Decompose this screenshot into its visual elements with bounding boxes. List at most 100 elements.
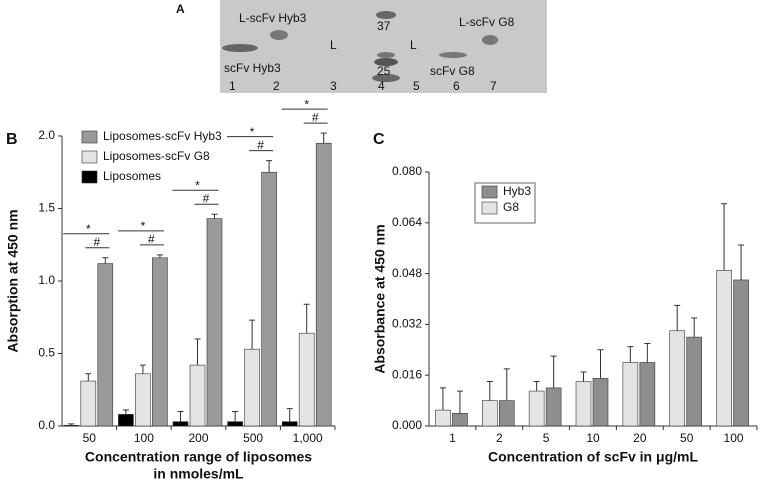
error-bar [627,346,634,363]
x-tick-label: 10 [586,431,600,445]
lane-number: 1 [229,79,236,93]
significance-mark: # [148,232,155,246]
bar [172,421,189,427]
error-bar [122,409,129,415]
y-tick-label: 0.064 [392,215,422,229]
legend-label: Hyb3 [503,184,531,198]
y-tick-label: 0.5 [38,346,55,360]
x-axis-label: in nmoles/mL [153,466,244,482]
legend-swatch [481,201,498,215]
bar [481,400,498,427]
bar [669,330,686,427]
panel-label: B [6,131,18,148]
error-bar [177,411,184,422]
error-bar [320,132,327,144]
gel-band [372,74,400,82]
x-tick-label: 1 [449,431,456,445]
panel-label: C [373,131,385,148]
bar [63,424,80,427]
x-tick-label: 100 [134,431,154,445]
legend-swatch [81,170,98,184]
error-bar [266,160,273,173]
gel-panel: A L-scFv Hyb3 L 37 L L-scFv G8 scFv Hyb3… [176,0,547,93]
x-tick-label: 50 [83,431,97,445]
error-bar [738,244,745,280]
bar [592,378,609,427]
bar [118,414,134,427]
y-tick-label: 0.048 [392,266,422,280]
gel-band [270,30,288,40]
x-tick-label: 2 [496,431,503,445]
x-tick-label: 200 [188,431,208,445]
y-tick-label: 0.032 [392,317,422,331]
x-tick-label: 500 [243,431,263,445]
significance-mark: # [93,235,100,249]
error-bar [303,303,310,334]
error-bar [439,387,446,411]
y-axis-label: Absorbance at 450 nm [372,224,388,373]
significance-mark: * [86,222,91,236]
significance-mark: * [304,97,309,111]
gel-label: L [330,38,337,52]
y-tick-label: 1.0 [38,273,55,287]
error-bar [68,423,75,426]
bar [716,270,732,427]
bar [545,387,562,427]
bar [80,380,97,427]
gel-band [482,35,498,45]
significance-mark: # [312,110,319,124]
lane-number: 3 [330,79,337,93]
y-tick-label: 0.016 [392,367,422,381]
lane-number: 5 [413,79,420,93]
x-tick-label: 5 [543,431,550,445]
gel-label: L-scFv Hyb3 [239,11,307,25]
bar [315,142,332,427]
error-bar [456,390,463,414]
bar [206,218,223,427]
error-bar [597,349,604,379]
bar [97,263,114,427]
gel-band [439,52,467,58]
y-tick-label: 1.5 [38,201,55,215]
error-bar [486,381,493,401]
bar [189,364,206,427]
lane-number: 2 [273,79,280,93]
bar [298,332,315,427]
bar [575,381,592,427]
legend-swatch [81,150,98,164]
gel-label: L-scFv G8 [459,15,515,29]
bar [686,336,703,427]
error-bar [139,364,146,374]
significance-mark: * [195,178,200,192]
gel-label: scFv G8 [430,64,475,78]
bar [452,412,468,427]
error-bar [674,304,681,331]
x-axis-label: Concentration range of liposomes [85,449,312,465]
y-axis-label: Absorption at 450 nm [5,209,21,352]
y-tick-label: 2.0 [38,128,55,142]
x-tick-label: 50 [680,431,694,445]
bar [528,390,545,427]
error-bar [691,317,698,338]
bar [622,362,639,427]
gel-label: L [410,38,417,52]
x-axis-label: Concentration of scFv in μg/mL [488,449,698,465]
y-tick-label: 0.080 [392,164,422,178]
legend-swatch [81,130,98,144]
error-bar [580,371,587,382]
legend-label: Liposomes-scFv Hyb3 [103,129,222,143]
bar [498,400,515,427]
error-bar [102,257,109,264]
legend-label: Liposomes-scFv G8 [103,149,210,163]
bar [281,421,298,427]
lane-number: 7 [490,79,497,93]
significance-mark: * [141,219,146,233]
panel-label: A [176,2,185,16]
significance-mark: # [203,191,210,205]
error-bar [194,338,201,366]
significance-mark: # [257,138,264,152]
x-tick-label: 100 [724,431,744,445]
y-tick-label: 0.0 [38,418,55,432]
bar [733,279,749,427]
